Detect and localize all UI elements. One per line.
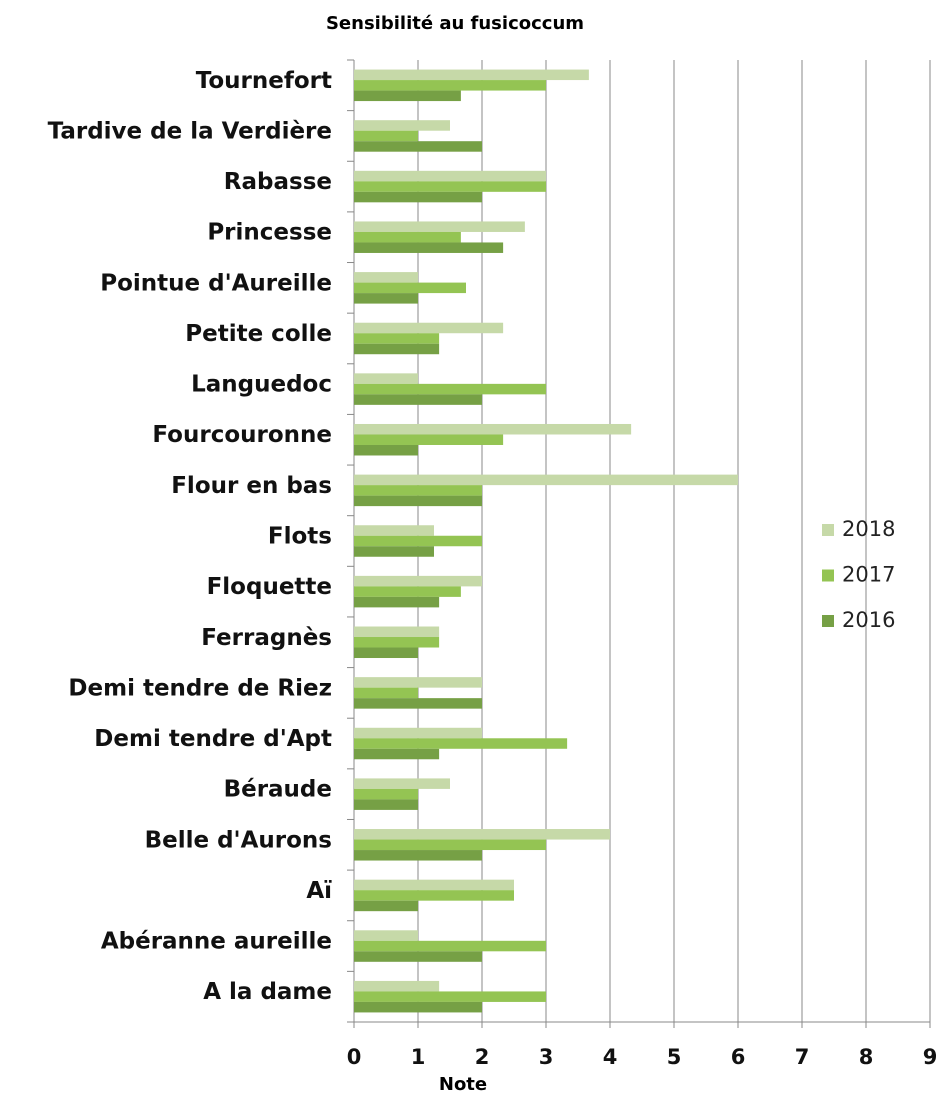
legend-swatch [822, 524, 834, 536]
chart-title: Sensibilité au fusicoccum [326, 13, 584, 34]
y-tick-label: Abéranne aureille [101, 929, 332, 955]
legend-swatch [822, 569, 834, 582]
bar [354, 829, 610, 840]
bar [354, 333, 440, 344]
bar [354, 495, 482, 507]
legend-label: 2017 [842, 563, 895, 587]
x-tick-label: 8 [859, 1045, 874, 1069]
bar [354, 890, 514, 901]
bar [354, 191, 482, 203]
bar [354, 394, 482, 405]
y-tick-label: Floquette [207, 574, 332, 600]
bar [354, 69, 589, 81]
bar [354, 343, 440, 355]
bar [354, 221, 525, 232]
y-tick-label: Rabasse [224, 169, 332, 195]
bar [354, 575, 482, 587]
bar [354, 738, 568, 749]
y-tick-label: Flots [268, 524, 332, 550]
bar [354, 322, 504, 334]
bar [354, 980, 440, 992]
y-tick-label: Fourcouronne [152, 422, 332, 448]
y-tick-label: Demi tendre de Riez [68, 675, 332, 701]
y-tick-label: Belle d'Aurons [145, 827, 332, 853]
bar [354, 799, 418, 810]
bar [354, 434, 504, 445]
bar [354, 272, 418, 283]
x-tick-label: 0 [347, 1045, 362, 1069]
bar [354, 130, 418, 142]
legend-swatch [822, 615, 834, 627]
bar [354, 474, 738, 486]
bar [354, 141, 482, 152]
bar [354, 444, 418, 456]
y-tick-label: Petite colle [185, 321, 332, 347]
bar [354, 788, 418, 800]
bar [354, 546, 434, 557]
bar [354, 951, 482, 962]
bar [354, 748, 440, 760]
y-tick-label: Demi tendre d'Apt [94, 726, 332, 752]
x-tick-label: 9 [923, 1045, 938, 1069]
x-tick-label: 4 [603, 1045, 618, 1069]
x-tick-label: 7 [795, 1045, 810, 1069]
bar [354, 181, 546, 192]
bar [354, 839, 546, 851]
x-tick-label: 5 [667, 1045, 682, 1069]
bar [354, 383, 546, 395]
x-tick-label: 3 [539, 1045, 554, 1069]
y-tick-label: Béraude [224, 777, 332, 803]
bar [354, 596, 440, 608]
legend-label: 2018 [842, 517, 895, 541]
bar [354, 930, 418, 941]
bar [354, 170, 546, 182]
bar [354, 423, 632, 435]
bar [354, 637, 440, 648]
bar [354, 647, 418, 659]
bar [354, 778, 450, 789]
bar [354, 687, 418, 699]
bar [354, 282, 466, 294]
bar [354, 242, 504, 253]
bar [354, 991, 546, 1002]
x-tick-label: 6 [731, 1045, 746, 1069]
bar [354, 586, 461, 597]
bar [354, 231, 461, 243]
y-tick-label: Tardive de la Verdière [48, 118, 332, 144]
bar [354, 293, 418, 304]
bar [354, 90, 461, 102]
x-tick-label: 2 [475, 1045, 490, 1069]
bar [354, 850, 482, 861]
y-tick-label: Languedoc [191, 372, 332, 398]
bar [354, 80, 546, 91]
bar [354, 698, 482, 709]
bar [354, 485, 482, 496]
bar [354, 373, 418, 384]
legend-label: 2016 [842, 608, 895, 632]
bar [354, 525, 434, 536]
y-tick-label: A la dame [203, 979, 332, 1005]
y-tick-label: Aï [306, 878, 332, 904]
bar [354, 120, 450, 131]
bar [354, 900, 418, 912]
x-tick-label: 1 [411, 1045, 426, 1069]
y-tick-label: Ferragnès [201, 625, 332, 651]
bar [354, 1001, 482, 1013]
bar [354, 879, 514, 891]
y-tick-label: Princesse [207, 220, 332, 246]
bar [354, 535, 482, 547]
y-tick-label: Tournefort [196, 68, 332, 94]
bar [354, 626, 440, 638]
bar [354, 727, 482, 739]
x-axis-label: Note [439, 1074, 487, 1095]
bar [354, 677, 482, 688]
y-tick-label: Pointue d'Aureille [100, 270, 332, 296]
y-tick-label: Flour en bas [171, 473, 332, 499]
bar [354, 940, 546, 952]
